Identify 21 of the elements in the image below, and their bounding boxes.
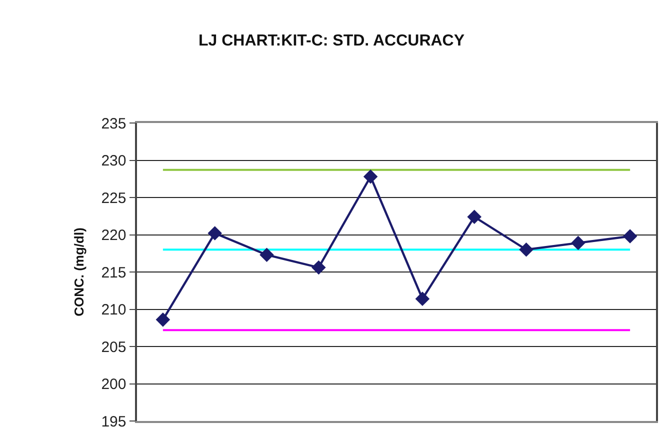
y-tick-label: 195 [101, 413, 126, 430]
y-tick-label: 205 [101, 338, 126, 356]
point [312, 260, 326, 275]
point [467, 210, 482, 224]
chart-title: LJ CHART:KIT-C: STD. ACCURACY [198, 32, 465, 50]
y-tick-label: 225 [101, 190, 126, 207]
y-tick-label: 215 [101, 264, 126, 282]
point [363, 169, 378, 184]
point [208, 226, 222, 240]
point [260, 248, 274, 262]
point [519, 242, 534, 257]
y-tick-label: 235 [101, 115, 126, 132]
y-tick-label: 230 [101, 152, 126, 170]
point [156, 312, 170, 327]
y-tick-label: 200 [101, 376, 126, 393]
y-tick-label: 220 [101, 227, 126, 244]
point [622, 229, 638, 244]
y-tick-label: 210 [101, 302, 126, 318]
point [571, 236, 586, 250]
point [415, 292, 430, 306]
y-axis-title: CONC. (mg/dl) [72, 228, 87, 316]
